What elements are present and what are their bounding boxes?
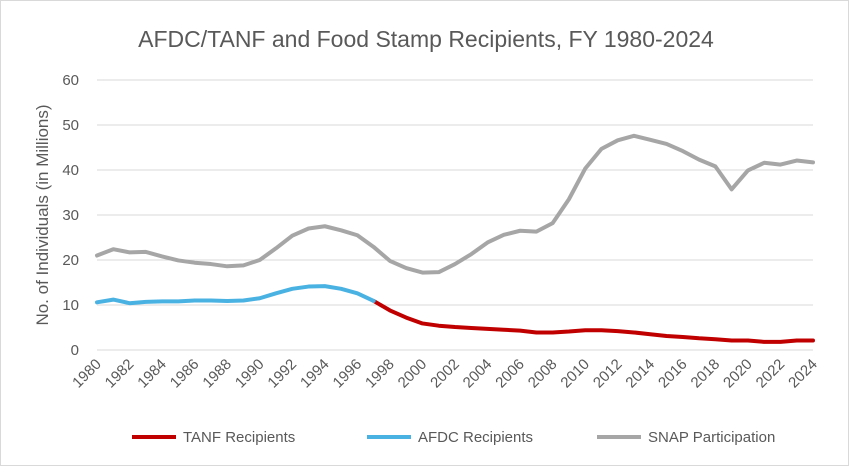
legend-label: SNAP Participation — [648, 429, 775, 446]
x-tick-label: 2018 — [688, 356, 724, 392]
x-tick-label: 2014 — [622, 356, 658, 392]
y-tick-label: 40 — [62, 162, 79, 179]
x-tick-label: 1996 — [330, 356, 366, 392]
x-tick-label: 1984 — [134, 356, 170, 392]
y-axis-label: No. of Individuals (in Millions) — [33, 104, 52, 325]
chart-title: AFDC/TANF and Food Stamp Recipients, FY … — [138, 26, 714, 52]
x-tick-label: 2006 — [492, 356, 528, 392]
x-tick-label: 2024 — [785, 356, 821, 392]
y-axis-ticks: 0 10 20 30 40 50 60 — [62, 72, 79, 359]
y-tick-label: 60 — [62, 72, 79, 89]
y-tick-label: 50 — [62, 117, 79, 134]
x-tick-label: 1980 — [69, 356, 105, 392]
series-line-snap-participation — [95, 133, 815, 275]
y-tick-label: 10 — [62, 297, 79, 314]
x-tick-label: 2000 — [395, 356, 431, 392]
x-tick-label: 1992 — [264, 356, 300, 392]
x-tick-label: 2008 — [525, 356, 561, 392]
x-tick-label: 1994 — [297, 356, 333, 392]
x-tick-label: 1998 — [362, 356, 398, 392]
x-tick-label: 2022 — [753, 356, 789, 392]
x-tick-label: 2002 — [427, 356, 463, 392]
series-line-afdc-recipients — [95, 284, 376, 306]
legend: TANF Recipients AFDC Recipients SNAP Parti… — [132, 429, 775, 446]
x-tick-label: 1990 — [232, 356, 268, 392]
legend-label: AFDC Recipients — [418, 429, 533, 446]
x-tick-label: 1982 — [102, 356, 138, 392]
x-axis-ticks: 1980198219841986198819901992199419961998… — [69, 356, 821, 392]
x-tick-label: 2010 — [557, 356, 593, 392]
x-tick-label: 2004 — [460, 356, 496, 392]
y-tick-label: 30 — [62, 207, 79, 224]
x-tick-label: 2016 — [655, 356, 691, 392]
y-tick-label: 0 — [71, 342, 79, 359]
series-line-tanf-recipients — [371, 298, 815, 344]
y-tick-label: 20 — [62, 252, 79, 269]
series-lines — [95, 133, 815, 344]
legend-label: TANF Recipients — [183, 429, 295, 446]
gridlines — [97, 79, 813, 351]
x-tick-label: 2012 — [590, 356, 626, 392]
x-tick-label: 2020 — [720, 356, 756, 392]
x-tick-label: 1988 — [199, 356, 235, 392]
x-tick-label: 1986 — [167, 356, 203, 392]
